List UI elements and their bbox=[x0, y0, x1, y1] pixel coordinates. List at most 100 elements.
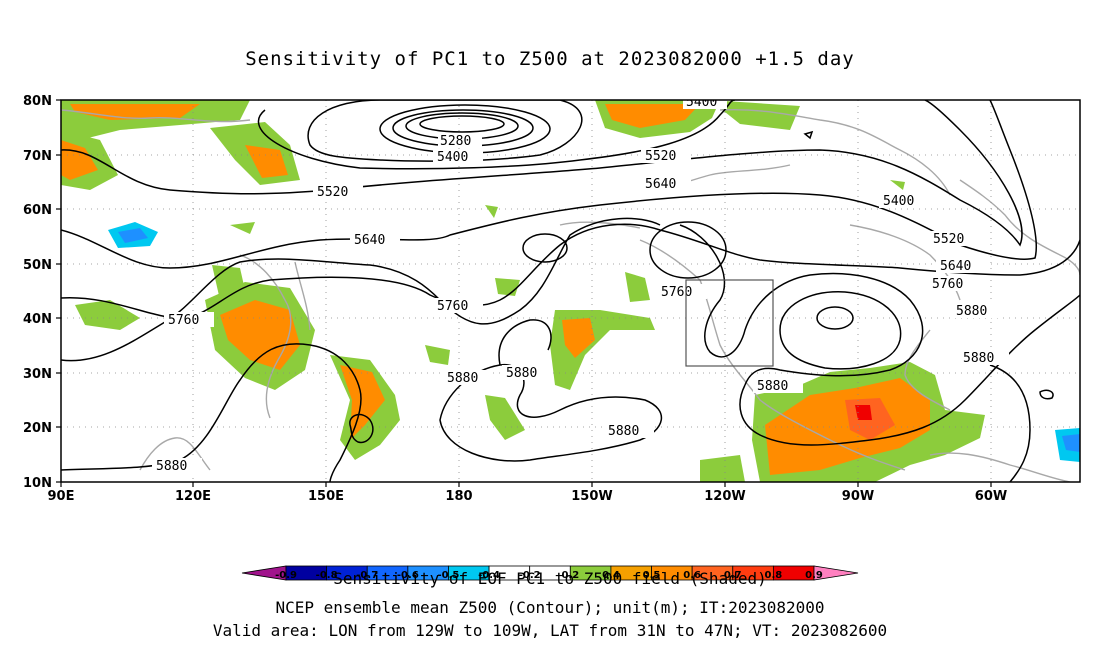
contour-line bbox=[61, 343, 362, 482]
colorbar-tick-label: -0.4 bbox=[478, 570, 500, 581]
shade-region bbox=[890, 180, 905, 190]
contour-line bbox=[419, 115, 505, 133]
gridlines bbox=[61, 100, 1080, 482]
contour-line bbox=[649, 221, 727, 279]
lat-label: 60N bbox=[23, 203, 52, 218]
footer-line-2: NCEP ensemble mean Z500 (Contour); unit(… bbox=[275, 598, 825, 617]
shade-region bbox=[485, 395, 525, 440]
contour-line bbox=[61, 258, 441, 362]
shade-region bbox=[495, 278, 520, 296]
shade-region bbox=[75, 300, 140, 330]
lat-label: 20N bbox=[23, 421, 52, 436]
contour-line bbox=[679, 224, 924, 386]
shade-region bbox=[765, 378, 930, 475]
shade-region bbox=[425, 345, 450, 365]
lon-label: 150E bbox=[308, 489, 344, 504]
shade-region bbox=[625, 272, 650, 302]
contour-label: 5880 bbox=[156, 459, 187, 474]
lon-label: 90E bbox=[48, 489, 75, 504]
contour-line bbox=[816, 306, 854, 330]
contour-label: 5280 bbox=[440, 134, 471, 149]
lat-label: 80N bbox=[23, 94, 52, 109]
colorbar-tick-label: 0.8 bbox=[765, 570, 783, 581]
coastline bbox=[294, 261, 311, 331]
colorbar-tick-label: 0.6 bbox=[683, 570, 701, 581]
contour-label: 5640 bbox=[354, 233, 385, 248]
colorbar-tick-label: -0.6 bbox=[397, 570, 419, 581]
lat-label: 70N bbox=[23, 149, 52, 164]
lon-label: 150W bbox=[571, 489, 612, 504]
contour-label: 5760 bbox=[437, 299, 468, 314]
contour-label: 5640 bbox=[940, 259, 971, 274]
lon-label: 180 bbox=[445, 489, 472, 504]
lat-label: 40N bbox=[23, 312, 52, 327]
lat-label: 10N bbox=[23, 476, 52, 491]
coastline bbox=[61, 109, 251, 123]
contour-label: 5640 bbox=[645, 177, 676, 192]
contour-line bbox=[1039, 389, 1054, 400]
contour-label: 5880 bbox=[447, 371, 478, 386]
footer-line-3: Valid area: LON from 129W to 109W, LAT f… bbox=[212, 621, 888, 640]
contour-label: 5520 bbox=[933, 232, 964, 247]
footer-line-1: Sensitivity of EOF PC1 to Z500 field (Sh… bbox=[333, 569, 767, 588]
lat-label: 30N bbox=[23, 367, 52, 382]
lat-labels: 80N 70N 60N 50N 40N 30N 20N 10N bbox=[23, 94, 52, 491]
contour-line bbox=[439, 217, 661, 325]
map-plot-area: 5400 5280 5400 5520 5640 5520 5760 5640 … bbox=[61, 100, 1080, 482]
contour-line bbox=[61, 223, 1080, 319]
contour-label: 5880 bbox=[956, 304, 987, 319]
shaded-sensitivity bbox=[61, 100, 1080, 482]
map-title: Sensitivity of PC1 to Z500 at 2023082000… bbox=[245, 48, 855, 70]
contour-labels: 5400 5280 5400 5520 5640 5520 5760 5640 … bbox=[152, 100, 1009, 474]
contour-label: 5880 bbox=[608, 424, 639, 439]
shade-region bbox=[1062, 434, 1080, 452]
contour-line bbox=[803, 130, 814, 140]
shade-region bbox=[485, 205, 498, 218]
colorbar-tick-label: -0.7 bbox=[356, 570, 378, 581]
shade-region bbox=[855, 405, 872, 420]
contour-line bbox=[779, 291, 902, 370]
colorbar-tick-label: -0.8 bbox=[316, 570, 338, 581]
contour-label: 5880 bbox=[963, 351, 994, 366]
shade-region bbox=[220, 300, 300, 370]
tick-marks bbox=[56, 99, 992, 487]
coastline bbox=[239, 254, 292, 419]
shade-region bbox=[245, 145, 288, 178]
colorbar-tick-label: -0.9 bbox=[275, 570, 297, 581]
shade-region bbox=[700, 455, 745, 482]
shade-region bbox=[340, 365, 385, 440]
contour-label: 5880 bbox=[757, 379, 788, 394]
contour-line bbox=[739, 294, 1080, 446]
colorbar-end bbox=[813, 565, 859, 581]
contour-label: 5520 bbox=[317, 185, 348, 200]
contour-label: 5400 bbox=[883, 194, 914, 209]
contour-line bbox=[307, 100, 583, 162]
contour-label: 5880 bbox=[506, 366, 537, 381]
contour-line bbox=[439, 364, 663, 462]
shade-region bbox=[118, 228, 148, 243]
contour-line bbox=[257, 100, 736, 170]
contour-label: 5760 bbox=[661, 285, 692, 300]
coastline bbox=[929, 452, 1071, 482]
shade-region bbox=[562, 318, 595, 358]
colorbar-tick-label: 0.4 bbox=[602, 570, 620, 581]
contour-line bbox=[349, 413, 374, 444]
lat-label: 50N bbox=[23, 258, 52, 273]
lon-label: 120E bbox=[175, 489, 211, 504]
colorbar-tick-label: 0.7 bbox=[724, 570, 742, 581]
contour-label: 5520 bbox=[645, 149, 676, 164]
coastline bbox=[139, 437, 211, 471]
shade-region bbox=[710, 100, 800, 130]
lon-label: 90W bbox=[842, 489, 874, 504]
coastline bbox=[959, 179, 1080, 276]
colorbar: -0.9 -0.8 -0.7 -0.6 -0.5 -0.4 -0.2 0.2 0.4 0.5 0.6… bbox=[241, 565, 859, 581]
lon-label: 60W bbox=[975, 489, 1007, 504]
colorbar-tick-label: 0.2 bbox=[561, 570, 579, 581]
lon-labels: 90E 120E 150E 180 150W 120W 90W 60W bbox=[48, 489, 1008, 504]
contour-line bbox=[522, 233, 568, 263]
contour-line bbox=[498, 319, 552, 366]
plot-frame bbox=[60, 99, 1081, 483]
contour-label: 5400 bbox=[437, 150, 468, 165]
contour-line bbox=[61, 100, 1038, 269]
